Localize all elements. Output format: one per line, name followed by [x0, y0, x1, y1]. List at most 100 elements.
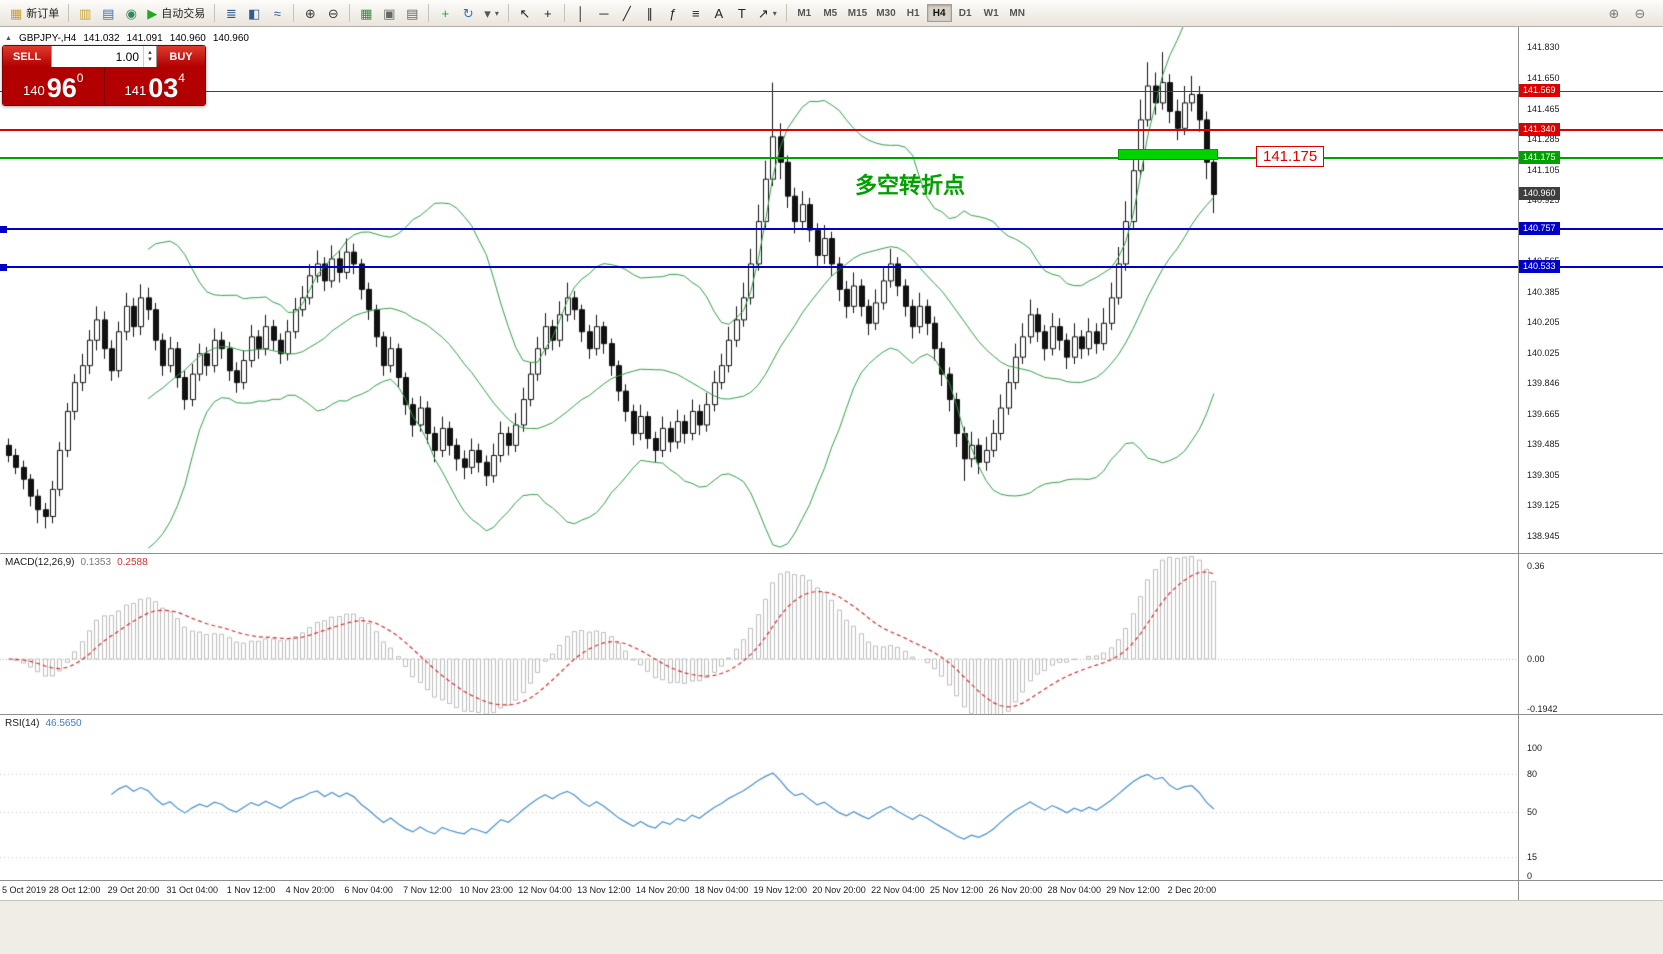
open-value: 141.032 [83, 33, 120, 44]
rsi-canvas[interactable] [0, 715, 1518, 881]
horizontal-line-141.34[interactable] [0, 129, 1663, 132]
time-axis-label: 10 Nov 23:00 [459, 885, 514, 895]
text-icon[interactable]: A [708, 2, 730, 24]
timeframe-button-m1[interactable]: M1 [797, 7, 812, 19]
buy-button[interactable]: BUY [157, 46, 205, 67]
quote-panel-collapse-icon[interactable]: ▲ [5, 35, 12, 42]
timeframe-button-m15[interactable]: M15 [847, 7, 868, 19]
buy-price-main: 03 [148, 73, 179, 103]
timeframe-button-m30[interactable]: M30 [876, 7, 896, 19]
volume-input[interactable]: 1.00 [115, 49, 139, 64]
timeframe-button-w1[interactable]: W1 [983, 7, 999, 19]
bar-chart-icon: ≣ [225, 5, 237, 21]
line-chart-icon[interactable]: ≈ [266, 2, 288, 24]
trendline-icon: ╱ [622, 5, 631, 21]
horizontal-line-140.533[interactable] [0, 265, 1663, 268]
horizontal-line-141.175[interactable] [0, 157, 1663, 160]
candlestick-chart-icon[interactable]: ◧ [243, 2, 265, 24]
sell-price-sup: 0 [76, 71, 84, 85]
volume-field: 1.00 ▲ ▼ [51, 46, 157, 67]
sell-price-button[interactable]: 140 96 0 [3, 67, 105, 105]
time-axis-label: 12 Nov 04:00 [518, 885, 572, 895]
highlight-rectangle[interactable] [1118, 149, 1218, 161]
templates-icon[interactable]: ▾ ▾ [480, 2, 503, 24]
spin-up-icon[interactable]: ▲ [147, 49, 153, 56]
toolbar-separator [68, 4, 70, 22]
sell-button[interactable]: SELL [3, 46, 51, 67]
buy-price-prefix: 141 [124, 83, 147, 98]
add-indicator-icon: + [441, 5, 450, 21]
order-group: ▦ 新订单 [4, 2, 65, 24]
toolbar-separator [785, 4, 787, 22]
price-axis-label: 141.285 [1527, 134, 1560, 145]
candlestick-chart-icon: ◧ [248, 5, 261, 21]
timeframe-button-h1[interactable]: H1 [906, 7, 920, 19]
zoom-out-icon[interactable]: ⊖ [322, 2, 344, 24]
bar-chart-icon[interactable]: ≣ [220, 2, 242, 24]
new-order-button[interactable]: ▦ 新订单 [6, 2, 63, 24]
macd-canvas[interactable] [0, 554, 1518, 715]
strategy-tester-icon[interactable]: ◉ [120, 2, 142, 24]
magnifier-minus-icon[interactable]: ⊖ [1629, 2, 1651, 24]
line-edge-tag[interactable] [0, 263, 7, 271]
toolbar-separator [428, 4, 430, 22]
price-axis-label: 138.945 [1527, 531, 1560, 541]
price-axis-label: 141.105 [1527, 164, 1560, 175]
buy-price-button[interactable]: 141 03 4 [105, 67, 206, 105]
time-axis-label: 29 Nov 12:00 [1106, 885, 1160, 895]
low-value: 140.960 [169, 33, 206, 44]
high-value: 141.091 [126, 33, 163, 44]
auto-scroll-icon[interactable]: ↻ [457, 2, 479, 24]
horizontal-line-140.757[interactable] [0, 227, 1663, 230]
timeframe-button-mn[interactable]: MN [1009, 7, 1025, 19]
time-axis-label: 28 Nov 04:00 [1047, 885, 1102, 895]
channel-icon[interactable]: ∥ [639, 2, 661, 24]
price-callout-label[interactable]: 141.175 [1256, 146, 1325, 168]
chart-annotation-text[interactable]: 多空转折点 [855, 173, 966, 198]
price-axis-divider[interactable] [1518, 27, 1519, 900]
timeframe-button-m5[interactable]: M5 [823, 7, 838, 19]
line-edge-tag[interactable] [0, 225, 7, 233]
zoom-group: ⊕ ⊖ [297, 2, 346, 24]
vertical-line-icon[interactable]: │ [570, 2, 592, 24]
candlestick-chart-canvas[interactable] [0, 27, 1518, 553]
cascade-windows-icon[interactable]: ▣ [378, 2, 400, 24]
add-indicator-icon[interactable]: + [434, 2, 456, 24]
fibonacci-icon[interactable]: ƒ [662, 2, 684, 24]
grid-icon[interactable]: ≡ [685, 2, 707, 24]
text-label-icon[interactable]: T [731, 2, 753, 24]
time-axis-label: 28 Oct 12:00 [48, 885, 101, 895]
cursor-group: ↖ + [512, 2, 561, 24]
rsi-header: RSI(14) 46.5650 [5, 718, 82, 729]
cursor-icon[interactable]: ↖ [514, 2, 536, 24]
timeframe-button-d1[interactable]: D1 [958, 7, 972, 19]
magnifier-plus-icon[interactable]: ⊕ [1603, 2, 1625, 24]
macd-axis-label: -0.1942 [1527, 704, 1558, 715]
time-axis[interactable]: 5 Oct 2019 28 Oct 12:00 29 Oct 20:00 31 Oct… [0, 880, 1663, 900]
time-axis-label: 18 Nov 04:00 [694, 885, 749, 895]
timeframe-group: M1 M5 M15 M30 H1 H4 D1 W1 MN [790, 4, 1032, 22]
arrange-windows-icon[interactable]: ▤ [401, 2, 423, 24]
spin-down-icon[interactable]: ▼ [147, 56, 153, 63]
time-axis-label: 19 Nov 12:00 [753, 885, 808, 895]
timeframe-button-h4[interactable]: H4 [926, 4, 952, 22]
price-axis-label: 141.830 [1527, 42, 1560, 52]
crosshair-icon[interactable]: + [537, 2, 559, 24]
trendline-icon[interactable]: ╱ [616, 2, 638, 24]
zoom-in-icon[interactable]: ⊕ [299, 2, 321, 24]
arrows-icon: ↗ [757, 5, 769, 21]
autotrading-button[interactable]: ▶ 自动交易 [143, 2, 209, 24]
rsi-label: RSI(14) [5, 718, 40, 729]
tile-windows-icon[interactable]: ▦ [355, 2, 377, 24]
cursor-icon: ↖ [519, 5, 531, 21]
cascade-windows-icon: ▣ [383, 5, 396, 21]
terminal-icon[interactable]: ▤ [97, 2, 119, 24]
volume-stepper[interactable]: ▲ ▼ [143, 46, 156, 67]
toolbar-separator [349, 4, 351, 22]
main-chart-panel: ▲ GBPJPY-,H4 141.032 141.091 140.960 140… [0, 27, 1663, 553]
profiles-icon[interactable]: ▥ [74, 2, 96, 24]
horizontal-line-icon[interactable]: ─ [593, 2, 615, 24]
horizontal-line-141.569[interactable] [0, 90, 1663, 92]
arrows-icon[interactable]: ↗ ▾ [754, 2, 781, 24]
symbol-period-label: GBPJPY-,H4 [18, 33, 77, 44]
